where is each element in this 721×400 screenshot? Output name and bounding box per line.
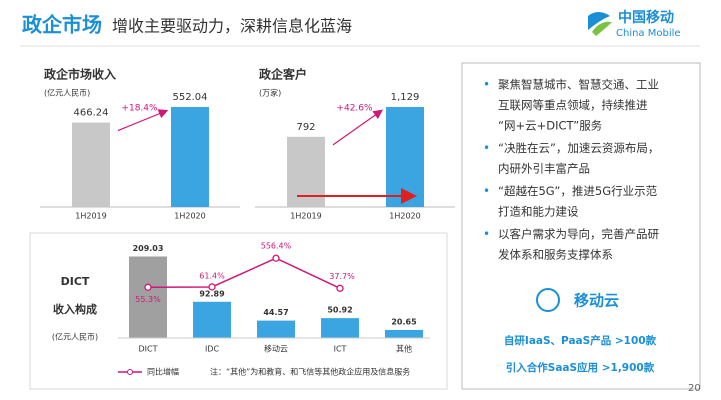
chart-title: 收入构成 (53, 302, 97, 316)
slide-subtitle: 增收主要驱动力，深耕信息化蓝海 (112, 17, 352, 36)
x-tick-label: 1H2020 (389, 212, 420, 221)
growth-label: 55.3% (135, 295, 161, 304)
x-tick-label: DICT (139, 345, 158, 354)
logo-icon (588, 12, 610, 30)
bar (257, 320, 295, 338)
slide-title: 政企市场 (22, 13, 102, 37)
growth-point (336, 284, 344, 292)
value-label: 466.24 (74, 108, 109, 119)
bullet-dot: • (483, 184, 490, 198)
value-label: 1,129 (391, 92, 420, 103)
value-label: 20.65 (391, 317, 417, 326)
chart-unit: (万家) (259, 88, 281, 98)
growth-point (208, 283, 216, 291)
value-label: 92.89 (199, 289, 225, 298)
bullet-text: 打造和能力建设 (498, 205, 579, 219)
value-label: 209.03 (133, 244, 164, 253)
x-tick-label: 其他 (396, 344, 412, 354)
growth-label: +42.6% (336, 104, 373, 114)
chart-title: DICT (61, 275, 90, 288)
bullet-text: 以客户需求为导向，完善产品研 (498, 227, 659, 241)
chart-title: 政企市场收入 (44, 67, 116, 82)
chart-note: 注：“其他”为和教育、和飞信等其他政企应用及信息服务 (210, 367, 410, 377)
bullet-dot: • (483, 78, 490, 92)
logo-icon (592, 21, 612, 36)
growth-arrow (332, 109, 383, 146)
bar (129, 256, 167, 338)
value-label: 44.57 (263, 308, 288, 317)
chart-unit: (亿元人民币) (44, 88, 90, 98)
chart-unit: (亿元人民币) (52, 332, 98, 342)
bar (321, 318, 359, 338)
growth-line (147, 257, 341, 289)
logo: 中国移动 China Mobile (588, 9, 681, 39)
bullet-text: “网+云+DICT”服务 (498, 119, 603, 133)
value-label: 792 (296, 122, 315, 133)
chart-box (29, 232, 448, 390)
bar (171, 107, 209, 207)
growth-point (272, 254, 280, 262)
logo-en: China Mobile (616, 28, 681, 39)
x-tick-label: 1H2019 (75, 212, 106, 221)
bar (193, 301, 231, 338)
growth-arrow (117, 109, 169, 132)
x-tick-label: IDC (205, 345, 220, 354)
growth-label: 556.4% (261, 242, 292, 251)
x-tick-label: 1H2019 (290, 212, 321, 221)
growth-point (144, 283, 152, 291)
bar (386, 107, 424, 207)
x-tick-label: 1H2020 (174, 212, 205, 221)
cloud-icon (536, 288, 560, 312)
bullet-text: 内研外引丰富产品 (498, 162, 590, 176)
x-tick-label: 移动云 (264, 344, 288, 354)
value-label: 552.04 (173, 92, 208, 103)
chart-title: 政企客户 (259, 67, 307, 82)
bullet-text: 聚焦智慧城市、智慧交通、工业 (498, 78, 659, 92)
page-number: 20 (688, 383, 701, 394)
bullet-dot: • (483, 141, 490, 155)
bullet-text: “决胜在云”，加速云资源布局， (498, 141, 659, 155)
bullet-text: 发体系和服务支撑体系 (498, 248, 613, 262)
growth-label: 37.7% (329, 272, 355, 281)
x-tick-label: ICT (334, 345, 347, 354)
bar (72, 122, 110, 207)
legend-label: 同比增幅 (147, 367, 179, 377)
cloud-logo: 移动云 (536, 288, 619, 312)
growth-label: 61.4% (199, 271, 225, 280)
highlight: 自研IaaS、PaaS产品 >100款 (504, 334, 657, 347)
bullet-text: “超越在5G”，推进5G行业示范 (498, 184, 658, 198)
panel-box (461, 62, 701, 390)
highlight: 引入合作SaaS应用 >1,900款 (506, 361, 655, 374)
legend-marker (127, 369, 133, 375)
logo-cn: 中国移动 (618, 9, 674, 26)
bar (385, 329, 423, 338)
cloud-logo-text: 移动云 (574, 292, 619, 310)
value-label: 50.92 (327, 306, 352, 315)
growth-label: +18.4% (121, 104, 158, 114)
bullet-text: 互联网等重点领域，持续推进 (498, 98, 648, 112)
bullet-dot: • (483, 227, 490, 241)
